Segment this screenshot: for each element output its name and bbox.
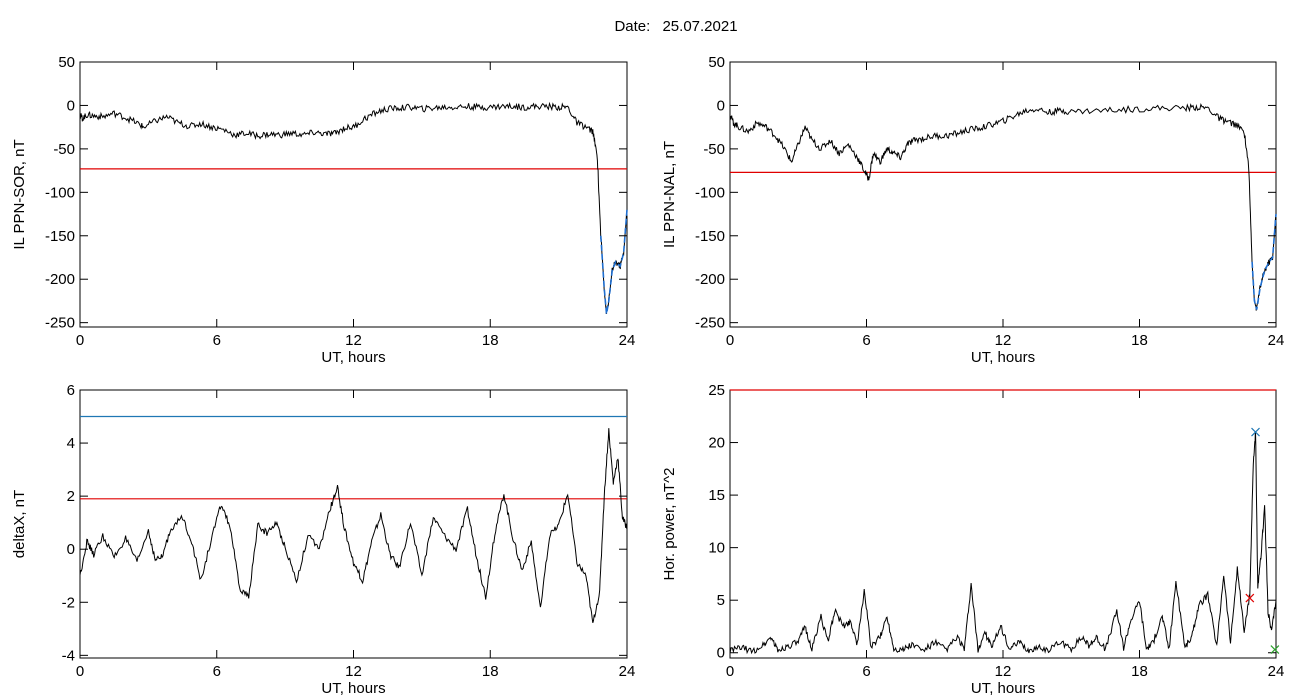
x-tick-label: 6 xyxy=(862,332,870,349)
x-tick-label: 0 xyxy=(726,663,734,680)
y-axis-label: IL PPN-NAL, nT xyxy=(661,141,678,248)
storm-overlay xyxy=(600,209,628,315)
x-tick-label: 0 xyxy=(726,332,734,349)
y-tick-label: 0 xyxy=(67,97,75,114)
y-tick-label: -50 xyxy=(703,141,725,158)
y-axis-label: Hor. power, nT^2 xyxy=(661,468,678,581)
y-tick-label: -100 xyxy=(45,184,75,201)
series-line xyxy=(79,101,628,315)
marker-stroke xyxy=(1245,593,1255,603)
plot-nal: 0 6 12 18 24 50 0 -50 -100 -150 -200 -250 UT, hours I… xyxy=(661,54,1284,366)
x-axis-label: UT, hours xyxy=(971,680,1035,697)
x-tick-label: 18 xyxy=(1131,663,1148,680)
x-axis-label: UT, hours xyxy=(321,680,385,697)
y-tick-label: 4 xyxy=(67,435,75,452)
x-axis-label: UT, hours xyxy=(971,349,1035,366)
plot-sor: 0 6 12 18 24 50 0 -50 -100 -150 -200 -250 UT, hours I… xyxy=(11,54,635,366)
y-tick-label: 0 xyxy=(717,645,725,662)
peak-marker xyxy=(1270,645,1280,655)
y-tick-label: 50 xyxy=(708,54,725,71)
y-tick-label: 25 xyxy=(708,382,725,399)
y-tick-label: 2 xyxy=(67,488,75,505)
x-tick-label: 12 xyxy=(995,663,1012,680)
date-value: 25.07.2021 xyxy=(662,18,738,35)
marker-stroke xyxy=(1251,427,1260,437)
x-tick-label: 18 xyxy=(482,332,499,349)
plot-frame xyxy=(729,61,1277,328)
chart-title: Date: 25.07.2021 xyxy=(0,18,1300,35)
x-tick-label: 24 xyxy=(1268,332,1285,349)
x-tick-label: 24 xyxy=(619,332,636,349)
storm-overlay xyxy=(1251,213,1277,310)
series-line xyxy=(79,428,627,623)
x-tick-label: 12 xyxy=(995,332,1012,349)
y-tick-label: 5 xyxy=(717,592,725,609)
x-tick-label: 24 xyxy=(1268,663,1285,680)
x-tick-label: 6 xyxy=(213,332,221,349)
y-tick-label: 10 xyxy=(708,540,725,557)
date-label: Date: xyxy=(614,18,651,35)
plot-frame xyxy=(79,61,628,328)
y-tick-label: 0 xyxy=(717,97,725,114)
marker-stroke xyxy=(1270,645,1280,655)
y-tick-label: -200 xyxy=(695,271,725,288)
x-axis-label: UT, hours xyxy=(321,349,385,366)
y-tick-label: -200 xyxy=(45,271,75,288)
x-tick-label: 6 xyxy=(213,663,221,680)
y-tick-label: 50 xyxy=(58,54,75,71)
series-line xyxy=(729,103,1277,311)
series-line xyxy=(729,431,1277,655)
y-tick-label: -100 xyxy=(695,184,725,201)
y-axis-label: IL PPN-SOR, nT xyxy=(11,139,28,249)
x-tick-label: 0 xyxy=(76,332,84,349)
plot-deltax: 0 6 12 18 24 6 4 2 0 -2 -4 UT, hours deltaX, nT xyxy=(11,382,635,697)
plot-frame xyxy=(729,389,1277,659)
y-tick-label: 0 xyxy=(67,541,75,558)
x-tick-label: 12 xyxy=(345,663,362,680)
x-tick-label: 18 xyxy=(1131,332,1148,349)
x-tick-label: 12 xyxy=(345,332,362,349)
y-tick-label: -150 xyxy=(695,228,725,245)
y-tick-label: -150 xyxy=(45,228,75,245)
y-tick-label: -50 xyxy=(53,141,75,158)
x-tick-label: 24 xyxy=(619,663,636,680)
plot-frame xyxy=(79,389,628,659)
y-tick-label: -2 xyxy=(62,594,75,611)
x-tick-label: 6 xyxy=(862,663,870,680)
peak-marker xyxy=(1245,593,1255,603)
y-tick-label: 15 xyxy=(708,487,725,504)
y-tick-label: -250 xyxy=(45,315,75,332)
plot-power: 0 6 12 18 24 25 20 15 10 5 0 UT, hours Hor. power, n… xyxy=(661,382,1284,697)
peak-marker xyxy=(1251,427,1260,437)
x-tick-label: 18 xyxy=(482,663,499,680)
y-tick-label: -4 xyxy=(62,647,75,664)
x-tick-label: 0 xyxy=(76,663,84,680)
y-axis-label: deltaX, nT xyxy=(11,490,28,558)
y-tick-label: 6 xyxy=(67,382,75,399)
y-tick-label: 20 xyxy=(708,435,725,452)
y-tick-label: -250 xyxy=(695,315,725,332)
